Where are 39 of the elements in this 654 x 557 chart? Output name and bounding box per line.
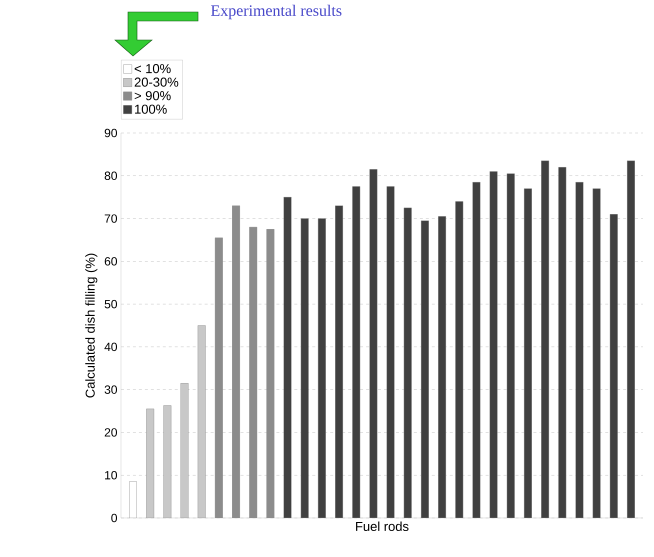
legend-label: < 10% [134,64,171,74]
bar [300,218,309,518]
legend-label: 100% [135,104,167,114]
bar [575,182,584,518]
bar [524,188,532,518]
y-tick-label: 80 [104,172,118,180]
y-tick-label: 50 [104,300,118,308]
bar [490,171,498,518]
legend-label: 20-30% [134,78,178,87]
bar [404,208,412,518]
bar [472,182,480,518]
y-tick-label: 90 [104,128,118,138]
bar [610,214,618,518]
x-axis-title: Fuel rods [356,522,409,532]
bar [369,169,378,518]
bar [129,481,137,518]
y-tick-label: 20 [104,428,118,437]
bar [455,201,464,518]
y-tick-label: 60 [104,257,118,266]
text: Experimental results [210,4,342,20]
bar [558,167,566,518]
y-tick-label: 0 [111,514,118,522]
bar [592,188,601,518]
bar [335,206,344,518]
y-tick-label: 30 [104,385,118,394]
y-axis-title: Calculated dish filling (%) [85,254,98,398]
y-tick-label: 10 [105,470,118,480]
bar [541,160,550,518]
bar [506,173,515,518]
bar [626,160,635,518]
bar [420,220,429,518]
y-tick-label: 40 [104,342,118,352]
bar [318,218,326,518]
bar [284,196,292,518]
bar [352,186,360,518]
y-tick-label: 70 [104,214,118,223]
bar [438,216,446,518]
bar [386,186,395,518]
legend-label: > 90% [134,91,171,100]
